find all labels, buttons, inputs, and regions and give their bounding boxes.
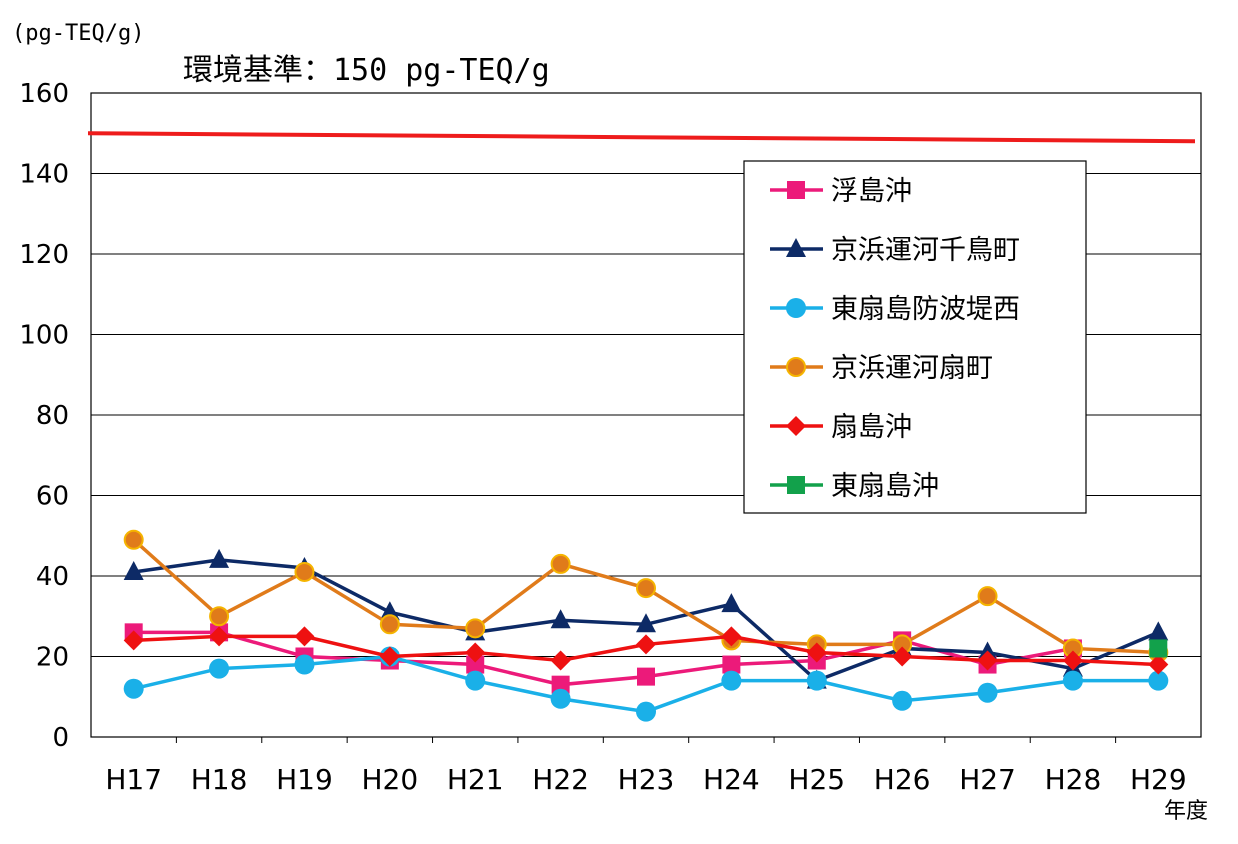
data-point [806,670,827,691]
x-tick-label: H29 [1130,763,1187,796]
data-point [1148,654,1169,675]
data-point [786,238,806,257]
data-point [721,593,742,613]
x-tick-label: H18 [191,763,248,796]
data-point [465,642,486,663]
series-5 [123,626,1169,675]
data-point [787,181,805,199]
data-point [786,357,806,377]
data-point [209,548,230,568]
standard-label: 環境基準：150 pg-TEQ/g [183,53,550,88]
data-point [977,682,998,703]
legend-label: 扇島沖 [831,412,912,443]
x-axis-ticks: H17 H18 H19 H20 H21 H22 H23 H24 H25 H26 H27 H28 H29 [105,737,1187,796]
data-point [550,650,571,671]
y-tick-label: 120 [19,240,69,270]
data-point [1149,639,1168,658]
y-tick-label: 20 [36,643,69,673]
data-point [550,553,571,574]
data-point [209,658,230,679]
y-tick-label: 100 [19,321,69,351]
data-point [892,690,913,711]
data-point [977,586,998,607]
legend-label: 浮島沖 [831,176,912,207]
data-point [1148,670,1169,691]
y-tick-label: 40 [36,562,69,592]
y-axis-ticks: 0 20 40 60 80 100 120 140 160 [19,79,69,753]
data-point [379,646,400,667]
data-point [1148,621,1169,641]
data-point [721,626,742,647]
data-point [892,646,913,667]
data-point [294,561,315,582]
y-tick-label: 80 [36,401,69,431]
x-tick-label: H22 [532,763,589,796]
x-tick-label: H27 [959,763,1016,796]
legend-label: 東扇島防波堤西 [831,294,1020,325]
data-point [636,578,656,599]
data-point [123,630,144,651]
data-point [786,298,806,318]
y-tick-label: 160 [19,79,69,109]
legend-label: 東扇島沖 [831,471,939,502]
data-point [294,654,315,675]
x-tick-label: H23 [618,763,675,796]
x-tick-label: H25 [788,763,845,796]
data-point [379,614,400,635]
data-point [637,667,655,686]
x-tick-label: H24 [703,763,760,796]
data-point [123,678,144,699]
x-tick-label: H17 [105,763,162,796]
series-6 [1149,639,1168,658]
x-tick-label: H19 [276,763,333,796]
data-point [550,609,571,629]
series-3 [123,646,1169,722]
series-4 [123,529,1169,663]
data-point [1062,650,1083,671]
data-point [636,634,656,655]
standard-line [87,131,1196,144]
x-tick-label: H26 [874,763,931,796]
data-point [721,670,742,691]
y-tick-label: 0 [52,723,69,753]
data-point [123,560,144,580]
data-point [294,626,315,647]
y-tick-label: 140 [19,160,69,190]
data-point [209,606,230,627]
data-point [465,618,486,639]
y-unit-label: (pg-TEQ/g) [12,21,144,46]
grid-lines [91,173,1201,657]
data-point [636,613,656,633]
data-point [466,655,485,674]
data-point [787,476,805,494]
x-tick-label: H28 [1045,763,1102,796]
data-point [722,655,741,674]
data-point [977,650,998,671]
data-point [465,670,486,691]
data-point [209,626,230,647]
x-tick-label: H20 [362,763,419,796]
data-point [636,701,656,722]
y-tick-label: 60 [36,482,69,512]
data-point [379,601,400,621]
series-group [87,131,1196,722]
series-line [133,630,1074,687]
data-point [551,675,570,694]
data-point [1062,670,1083,691]
x-unit-label: 年度 [1164,799,1208,824]
plot-area-frame [90,92,1202,738]
x-tick-label: H21 [447,763,504,796]
data-point [786,416,806,436]
data-point [806,642,827,663]
legend-box [743,160,1087,514]
data-point [123,529,144,550]
data-point [550,688,571,709]
legend-label: 京浜運河千鳥町 [831,235,1020,266]
legend-label: 京浜運河扇町 [831,353,993,384]
